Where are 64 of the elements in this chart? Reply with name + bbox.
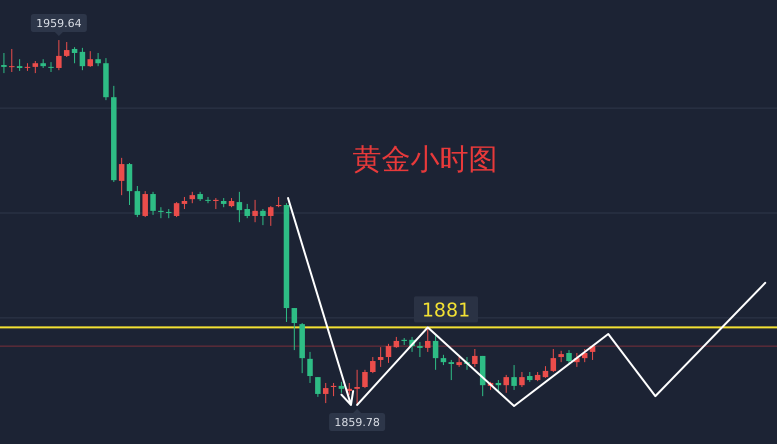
candlestick	[322, 382, 328, 404]
candlestick	[260, 208, 266, 226]
candlestick	[566, 350, 572, 364]
candlestick	[134, 186, 140, 218]
candlestick	[182, 196, 188, 210]
candlestick	[150, 191, 156, 216]
annotation: 1859.78	[334, 416, 380, 429]
candlestick	[534, 372, 540, 382]
candlestick	[519, 372, 525, 388]
candlestick	[268, 206, 274, 226]
candlestick	[362, 369, 368, 389]
candlestick	[88, 50, 94, 68]
candlestick	[456, 356, 462, 368]
candlestick	[354, 369, 360, 406]
candlestick	[32, 60, 38, 74]
candlestick	[158, 206, 164, 219]
candlestick	[292, 308, 298, 351]
candlestick	[80, 47, 86, 71]
candlestick	[378, 346, 384, 368]
ref-line-label: 1881	[422, 299, 470, 322]
candlestick	[190, 191, 196, 204]
candlestick	[527, 372, 533, 382]
candlestick	[550, 348, 556, 373]
candlestick	[16, 58, 22, 72]
candlestick	[432, 334, 438, 370]
candlestick	[252, 199, 258, 223]
candlestick	[24, 62, 30, 72]
candlestick	[95, 52, 101, 67]
candlestick	[197, 191, 203, 202]
candlestick	[236, 191, 242, 223]
candlestick	[1, 52, 7, 74]
candlestick	[370, 356, 376, 374]
candlestick	[424, 328, 430, 352]
candlestick	[417, 342, 423, 358]
text: 黄金小时图	[352, 142, 498, 176]
candlestick	[496, 380, 502, 393]
candlestick	[542, 366, 548, 378]
candlestick	[244, 203, 250, 219]
candlestick	[338, 381, 344, 394]
candlestick	[174, 202, 180, 218]
candlestick	[386, 343, 392, 364]
candlestick	[56, 40, 62, 71]
candlestick	[330, 382, 336, 397]
candlestick	[511, 364, 517, 390]
candlestick	[64, 42, 70, 58]
candlestick	[472, 348, 478, 368]
candlestick	[72, 46, 78, 64]
candlestick	[315, 376, 321, 398]
candlestick	[166, 208, 172, 219]
candlestick	[48, 62, 54, 72]
annotation: 1959.64	[36, 17, 82, 30]
candlestick	[9, 48, 15, 72]
candlestick	[307, 351, 313, 384]
candlestick	[228, 198, 234, 208]
candlestick	[276, 196, 282, 208]
candlestick	[118, 157, 124, 196]
candlestick	[448, 359, 454, 381]
candlestick	[440, 354, 446, 366]
candlestick	[213, 198, 219, 210]
candlestick	[142, 190, 148, 218]
candlestick	[558, 350, 564, 363]
candlestick	[220, 198, 226, 208]
candlestick	[394, 336, 400, 348]
candlestick	[503, 374, 509, 394]
